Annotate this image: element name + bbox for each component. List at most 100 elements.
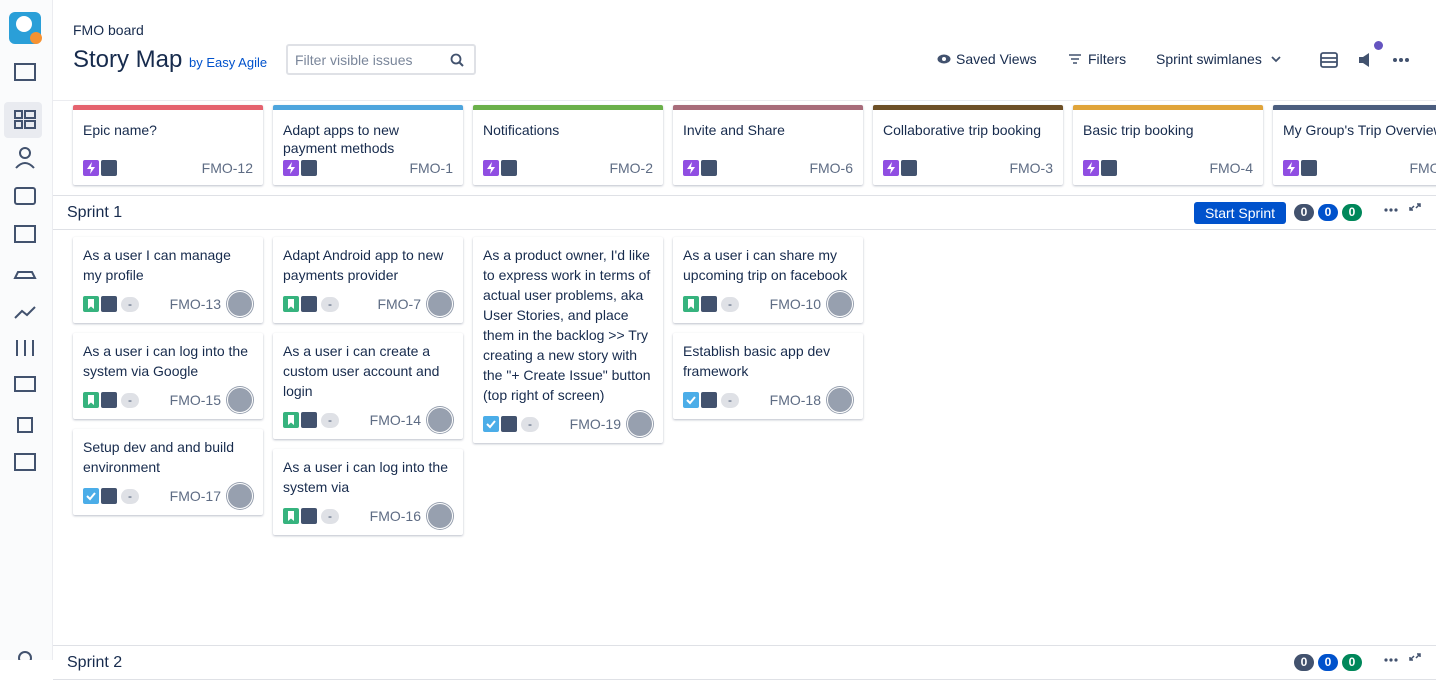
issue-count: 0: [1342, 204, 1362, 221]
issue-card[interactable]: Adapt Android app to new payments provid…: [273, 237, 463, 323]
issue-key: FMO-4: [1209, 160, 1253, 176]
color-square: [901, 160, 917, 176]
color-square: [501, 160, 517, 176]
page-title: Story Map by Easy Agile: [73, 46, 267, 74]
search-box[interactable]: Filter visible issues: [286, 44, 476, 75]
issue-card[interactable]: As a product owner, I'd like to express …: [473, 237, 663, 443]
issue-key: FMO-17: [169, 488, 221, 504]
avatar: [827, 291, 853, 317]
epic-card[interactable]: Epic name? FMO-12: [73, 105, 263, 185]
by-line[interactable]: by Easy Agile: [189, 55, 268, 70]
issue-card[interactable]: As a user i can log into the system via …: [73, 333, 263, 419]
epic-card[interactable]: Invite and Share FMO-6: [673, 105, 863, 185]
issue-key: FMO-16: [369, 508, 421, 524]
epic-card[interactable]: My Group's Trip Overview FMO-5: [1273, 105, 1436, 185]
issue-summary: As a user i can share my upcoming trip o…: [683, 247, 848, 283]
issue-key: FMO-3: [1009, 160, 1053, 176]
estimate: -: [321, 412, 339, 428]
avatar: [427, 291, 453, 317]
chevron: [1271, 56, 1281, 63]
color-square: [301, 508, 317, 524]
sidebar: [0, 0, 53, 665]
card-footer: FMO-12: [83, 157, 253, 179]
issue-summary: As a user i can log into the system via …: [83, 343, 248, 379]
estimate: -: [321, 296, 339, 312]
card-footer: - FMO-7: [283, 291, 453, 317]
issue-summary: Establish basic app dev framework: [683, 343, 831, 379]
issue-card[interactable]: As a user I can manage my profile - FMO-13: [73, 237, 263, 323]
saved-views-label: Saved Views: [956, 51, 1037, 67]
epic-name: Epic name?: [83, 122, 157, 138]
epic-icon: [483, 160, 499, 176]
color-square: [301, 160, 317, 176]
issue-key: FMO-7: [377, 296, 421, 312]
story-icon: [83, 392, 99, 408]
more-button[interactable]: [1362, 200, 1422, 225]
toolbar-icons[interactable]: [1316, 46, 1416, 74]
swimlanes[interactable]: Sprint swimlanes: [1156, 51, 1282, 67]
card-footer: - FMO-19: [483, 411, 653, 437]
epic-name: Collaborative trip booking: [883, 122, 1041, 138]
epic-card[interactable]: Basic trip booking FMO-4: [1073, 105, 1263, 185]
board-name: FMO board: [73, 22, 144, 38]
issue-summary: As a user i can create a custom user acc…: [283, 343, 440, 399]
issue-card[interactable]: As a user i can log into the system via -…: [273, 449, 463, 535]
color-square: [101, 488, 117, 504]
card-footer: FMO-6: [683, 157, 853, 179]
epic-icon: [83, 160, 99, 176]
issue-count: 0: [1294, 654, 1314, 671]
epic-name: Notifications: [483, 122, 560, 138]
swimlanes-label: Sprint swimlanes: [1156, 51, 1262, 67]
card-footer: FMO-5: [1283, 157, 1436, 179]
sprint-header: Sprint 1 Start Sprint 0 0 0: [53, 195, 1436, 230]
card-footer: - FMO-15: [83, 387, 253, 413]
issue-card[interactable]: Setup dev and and build environment - FMO-…: [73, 429, 263, 515]
avatar: [627, 411, 653, 437]
issue-key: FMO-13: [169, 296, 221, 312]
epic-icon: [1083, 160, 1099, 176]
card-footer: - FMO-14: [283, 407, 453, 433]
story-icon: [283, 296, 299, 312]
avatar: [427, 503, 453, 529]
story-icon: [683, 296, 699, 312]
epic-card[interactable]: Notifications FMO-2: [473, 105, 663, 185]
filters[interactable]: Filters: [1068, 51, 1126, 67]
color-square: [1301, 160, 1317, 176]
issue-count: 0: [1318, 654, 1338, 671]
epic-icon: [1283, 160, 1299, 176]
color-square: [701, 392, 717, 408]
color-square: [101, 296, 117, 312]
color-square: [701, 296, 717, 312]
epic-card[interactable]: Adapt apps to new payment methods FMO-1: [273, 105, 463, 185]
issue-card[interactable]: As a user i can create a custom user acc…: [273, 333, 463, 439]
story-icon: [283, 508, 299, 524]
issue-card[interactable]: Establish basic app dev framework - FMO-18: [673, 333, 863, 419]
issue-summary: Adapt Android app to new payments provid…: [283, 247, 444, 283]
card-footer: - FMO-16: [283, 503, 453, 529]
issue-key: FMO-14: [369, 412, 421, 428]
card-footer: FMO-3: [883, 157, 1053, 179]
more-button[interactable]: [1362, 650, 1422, 675]
estimate: -: [721, 296, 739, 312]
color-square: [501, 416, 517, 432]
saved-views[interactable]: Saved Views: [937, 51, 1037, 67]
issue-count: 0: [1294, 204, 1314, 221]
sidebar-icons: [4, 12, 42, 665]
start-sprint-button[interactable]: Start Sprint: [1193, 201, 1286, 224]
filters-label: Filters: [1088, 51, 1127, 67]
title: Story Map: [73, 46, 183, 73]
card-footer: - FMO-17: [83, 483, 253, 509]
issue-card[interactable]: As a user i can share my upcoming trip o…: [673, 237, 863, 323]
color-square: [101, 160, 117, 176]
epic-card[interactable]: Collaborative trip booking FMO-3: [873, 105, 1063, 185]
sprint-name: Sprint 1: [67, 204, 123, 221]
task-icon: [83, 488, 99, 504]
issue-key: FMO-19: [569, 416, 621, 432]
avatar: [827, 387, 853, 413]
avatar: [227, 291, 253, 317]
issue-key: FMO-12: [201, 160, 253, 176]
color-square: [1101, 160, 1117, 176]
